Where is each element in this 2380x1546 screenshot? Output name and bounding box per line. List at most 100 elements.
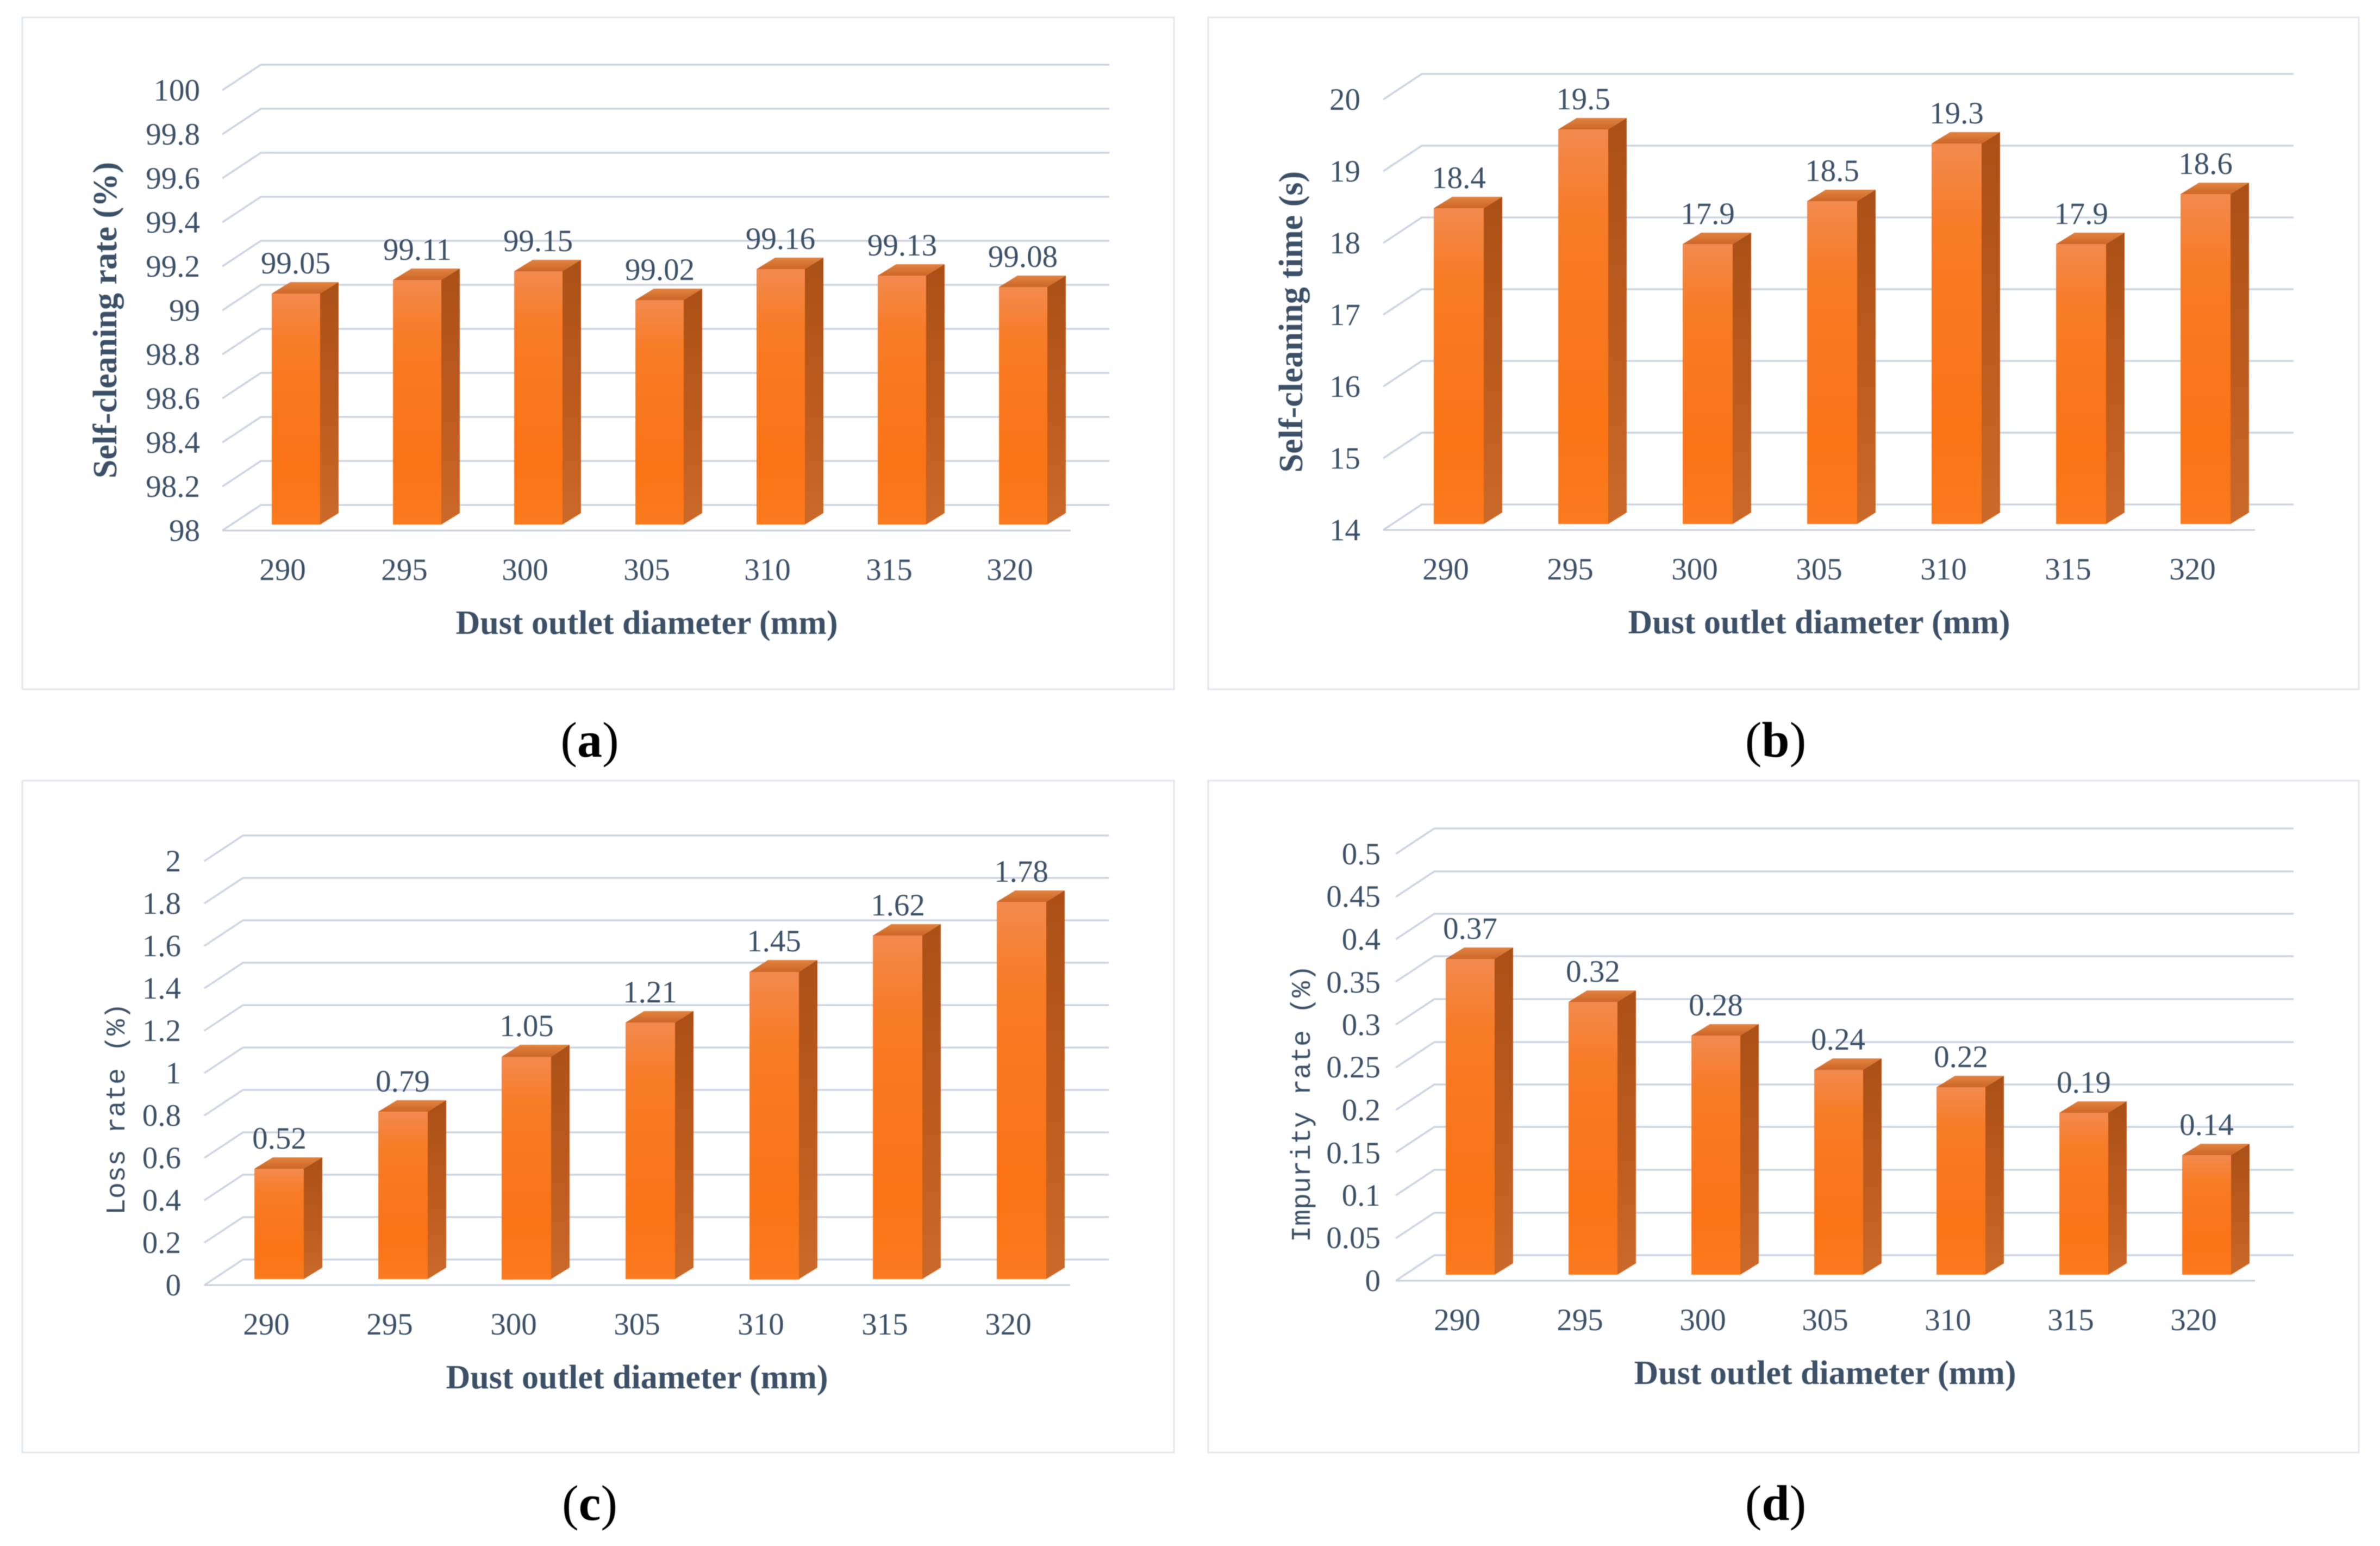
svg-text:Dust outlet diameter (mm): Dust outlet diameter (mm) bbox=[446, 1359, 828, 1396]
svg-text:(c): (c) bbox=[562, 1475, 617, 1531]
svg-text:(b): (b) bbox=[1745, 712, 1806, 768]
svg-text:320: 320 bbox=[2170, 1303, 2217, 1337]
svg-text:1.78: 1.78 bbox=[994, 855, 1048, 889]
svg-text:305: 305 bbox=[1802, 1303, 1848, 1337]
svg-text:1.21: 1.21 bbox=[623, 975, 677, 1009]
svg-text:99.15: 99.15 bbox=[503, 224, 573, 258]
svg-text:290: 290 bbox=[1422, 552, 1469, 587]
svg-text:0.2: 0.2 bbox=[1342, 1093, 1380, 1127]
svg-text:0.79: 0.79 bbox=[376, 1064, 430, 1099]
svg-text:1.4: 1.4 bbox=[142, 971, 181, 1006]
svg-text:0.25: 0.25 bbox=[1326, 1050, 1380, 1084]
svg-text:0.4: 0.4 bbox=[142, 1183, 181, 1218]
svg-text:310: 310 bbox=[1925, 1303, 1971, 1337]
svg-text:98.8: 98.8 bbox=[146, 338, 200, 372]
svg-text:100: 100 bbox=[154, 73, 201, 108]
svg-text:1.2: 1.2 bbox=[142, 1014, 181, 1048]
svg-text:1.6: 1.6 bbox=[142, 929, 181, 963]
svg-text:99.2: 99.2 bbox=[146, 250, 200, 284]
svg-text:315: 315 bbox=[2045, 552, 2091, 587]
svg-text:1.62: 1.62 bbox=[871, 888, 925, 922]
svg-text:310: 310 bbox=[744, 553, 791, 587]
svg-text:320: 320 bbox=[2169, 552, 2216, 587]
svg-text:1.8: 1.8 bbox=[142, 887, 181, 921]
svg-text:18.4: 18.4 bbox=[1432, 161, 1486, 195]
svg-text:Self-cleaning rate (%): Self-cleaning rate (%) bbox=[87, 162, 124, 478]
svg-text:0.5: 0.5 bbox=[1342, 837, 1380, 871]
svg-text:0.37: 0.37 bbox=[1443, 912, 1497, 946]
svg-text:300: 300 bbox=[490, 1307, 537, 1342]
svg-text:Dust outlet diameter (mm): Dust outlet diameter (mm) bbox=[1634, 1355, 2016, 1392]
svg-text:290: 290 bbox=[1434, 1303, 1481, 1337]
svg-text:0.19: 0.19 bbox=[2057, 1065, 2111, 1100]
svg-text:0.4: 0.4 bbox=[1342, 922, 1380, 957]
svg-text:99.8: 99.8 bbox=[146, 117, 200, 152]
svg-text:98.2: 98.2 bbox=[146, 470, 200, 504]
svg-text:0.8: 0.8 bbox=[142, 1099, 181, 1133]
svg-text:17: 17 bbox=[1329, 298, 1360, 332]
svg-text:295: 295 bbox=[366, 1307, 413, 1342]
svg-text:98.6: 98.6 bbox=[146, 382, 200, 416]
svg-text:1: 1 bbox=[166, 1056, 182, 1090]
svg-text:0.1: 0.1 bbox=[1342, 1179, 1380, 1213]
svg-text:0.6: 0.6 bbox=[142, 1141, 181, 1175]
svg-text:98: 98 bbox=[169, 514, 200, 548]
svg-text:0.32: 0.32 bbox=[1566, 955, 1620, 989]
svg-text:315: 315 bbox=[2047, 1303, 2094, 1337]
svg-text:19.5: 19.5 bbox=[1556, 82, 1610, 116]
svg-text:99.05: 99.05 bbox=[261, 246, 330, 280]
svg-text:16: 16 bbox=[1329, 370, 1360, 404]
svg-text:0.14: 0.14 bbox=[2179, 1108, 2234, 1142]
svg-text:Loss rate (%): Loss rate (%) bbox=[102, 1003, 133, 1215]
svg-text:300: 300 bbox=[502, 553, 548, 587]
svg-text:14: 14 bbox=[1329, 513, 1360, 547]
svg-text:295: 295 bbox=[1557, 1303, 1603, 1337]
svg-text:Dust outlet diameter (mm): Dust outlet diameter (mm) bbox=[455, 604, 838, 641]
svg-text:19: 19 bbox=[1329, 154, 1360, 189]
svg-text:19.3: 19.3 bbox=[1929, 96, 1984, 130]
svg-text:18.6: 18.6 bbox=[2178, 147, 2233, 181]
svg-text:(a): (a) bbox=[560, 712, 619, 768]
svg-text:305: 305 bbox=[614, 1307, 660, 1342]
svg-text:2: 2 bbox=[166, 844, 182, 878]
svg-text:290: 290 bbox=[243, 1307, 290, 1342]
svg-text:305: 305 bbox=[623, 553, 670, 587]
svg-text:0.45: 0.45 bbox=[1326, 880, 1380, 914]
svg-text:1.05: 1.05 bbox=[499, 1009, 554, 1043]
svg-text:0.35: 0.35 bbox=[1326, 965, 1380, 1000]
svg-text:315: 315 bbox=[861, 1307, 908, 1342]
svg-text:Dust outlet diameter (mm): Dust outlet diameter (mm) bbox=[1628, 604, 2010, 641]
svg-text:0.15: 0.15 bbox=[1326, 1136, 1380, 1170]
svg-text:Impurity rate (%): Impurity rate (%) bbox=[1288, 965, 1319, 1242]
svg-text:310: 310 bbox=[738, 1307, 784, 1342]
svg-text:(d): (d) bbox=[1745, 1475, 1806, 1531]
svg-text:Self-cleaning time (s): Self-cleaning time (s) bbox=[1273, 171, 1310, 472]
svg-text:320: 320 bbox=[986, 553, 1033, 587]
svg-text:99: 99 bbox=[169, 294, 200, 328]
svg-text:310: 310 bbox=[1920, 552, 1967, 587]
svg-text:99.08: 99.08 bbox=[988, 240, 1058, 274]
svg-text:0.3: 0.3 bbox=[1342, 1008, 1380, 1042]
svg-text:18.5: 18.5 bbox=[1805, 154, 1859, 188]
svg-text:295: 295 bbox=[381, 553, 428, 587]
svg-text:295: 295 bbox=[1547, 552, 1594, 587]
svg-text:1.45: 1.45 bbox=[747, 924, 801, 958]
svg-text:0.2: 0.2 bbox=[142, 1226, 181, 1260]
svg-text:320: 320 bbox=[985, 1307, 1032, 1342]
svg-text:290: 290 bbox=[259, 553, 306, 587]
svg-text:0.52: 0.52 bbox=[252, 1121, 307, 1156]
svg-text:300: 300 bbox=[1671, 552, 1718, 587]
svg-text:99.11: 99.11 bbox=[383, 233, 452, 267]
svg-text:315: 315 bbox=[866, 553, 913, 587]
svg-text:300: 300 bbox=[1679, 1303, 1726, 1337]
svg-text:17.9: 17.9 bbox=[2054, 197, 2108, 231]
svg-text:15: 15 bbox=[1329, 441, 1360, 476]
svg-text:0.24: 0.24 bbox=[1811, 1023, 1865, 1057]
svg-text:99.6: 99.6 bbox=[146, 161, 200, 196]
svg-text:18: 18 bbox=[1329, 226, 1360, 260]
svg-text:0: 0 bbox=[1365, 1264, 1381, 1298]
svg-text:99.13: 99.13 bbox=[867, 228, 937, 263]
svg-text:20: 20 bbox=[1329, 83, 1360, 117]
svg-text:99.02: 99.02 bbox=[625, 253, 695, 287]
svg-text:0.22: 0.22 bbox=[1934, 1040, 1988, 1074]
